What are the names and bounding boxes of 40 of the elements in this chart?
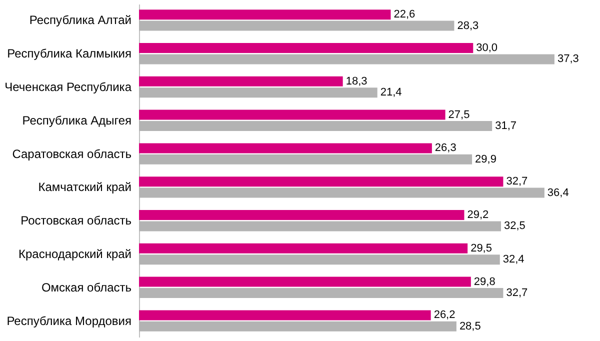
y-tick-label: Республика Адыгея xyxy=(22,113,132,128)
data-label: 26,3 xyxy=(434,142,456,154)
bar xyxy=(139,243,468,254)
data-label: 26,2 xyxy=(434,309,456,322)
y-tick-label: Саратовская область xyxy=(12,146,132,161)
y-tick-label: Республика Калмыкия xyxy=(7,46,132,61)
y-tick-label: Республика Мордовия xyxy=(6,314,132,328)
data-label: 32,4 xyxy=(502,254,524,266)
data-label: 27,5 xyxy=(448,108,470,121)
y-tick-label: Камчатский край xyxy=(38,180,132,194)
bar xyxy=(139,176,504,187)
data-label: 32,7 xyxy=(506,286,528,299)
y-tick-label: Чеченская Республика xyxy=(4,80,132,94)
data-label: 28,5 xyxy=(459,320,481,332)
bar xyxy=(139,143,432,154)
data-label: 28,3 xyxy=(457,20,479,32)
y-tick-label: Ростовская область xyxy=(20,214,132,228)
bar xyxy=(139,110,446,120)
data-label: 32,7 xyxy=(506,176,528,188)
data-label: 22,6 xyxy=(394,8,416,21)
bar xyxy=(139,210,464,220)
data-label: 29,8 xyxy=(474,276,496,288)
bar xyxy=(139,43,474,54)
data-label: 29,5 xyxy=(470,242,492,254)
data-label: 37,3 xyxy=(557,53,579,66)
bar xyxy=(139,76,343,86)
data-label: 30,0 xyxy=(476,42,498,54)
bar xyxy=(139,10,391,20)
bar xyxy=(139,310,431,320)
data-label: 21,4 xyxy=(380,86,402,99)
y-tick-label: Краснодарский край xyxy=(18,247,132,261)
data-label: 36,4 xyxy=(547,186,569,199)
y-tick-label: Омская область xyxy=(41,280,132,294)
data-label: 32,5 xyxy=(504,220,526,232)
y-tick-label: Республика Алтай xyxy=(29,13,132,28)
data-label: 29,2 xyxy=(467,209,489,222)
data-label: 18,3 xyxy=(346,75,368,88)
data-label: 31,7 xyxy=(495,120,517,132)
data-label: 29,9 xyxy=(475,153,496,166)
bar xyxy=(139,276,471,287)
